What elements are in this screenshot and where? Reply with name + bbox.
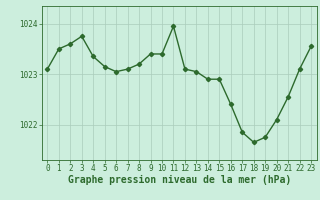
X-axis label: Graphe pression niveau de la mer (hPa): Graphe pression niveau de la mer (hPa) (68, 175, 291, 185)
